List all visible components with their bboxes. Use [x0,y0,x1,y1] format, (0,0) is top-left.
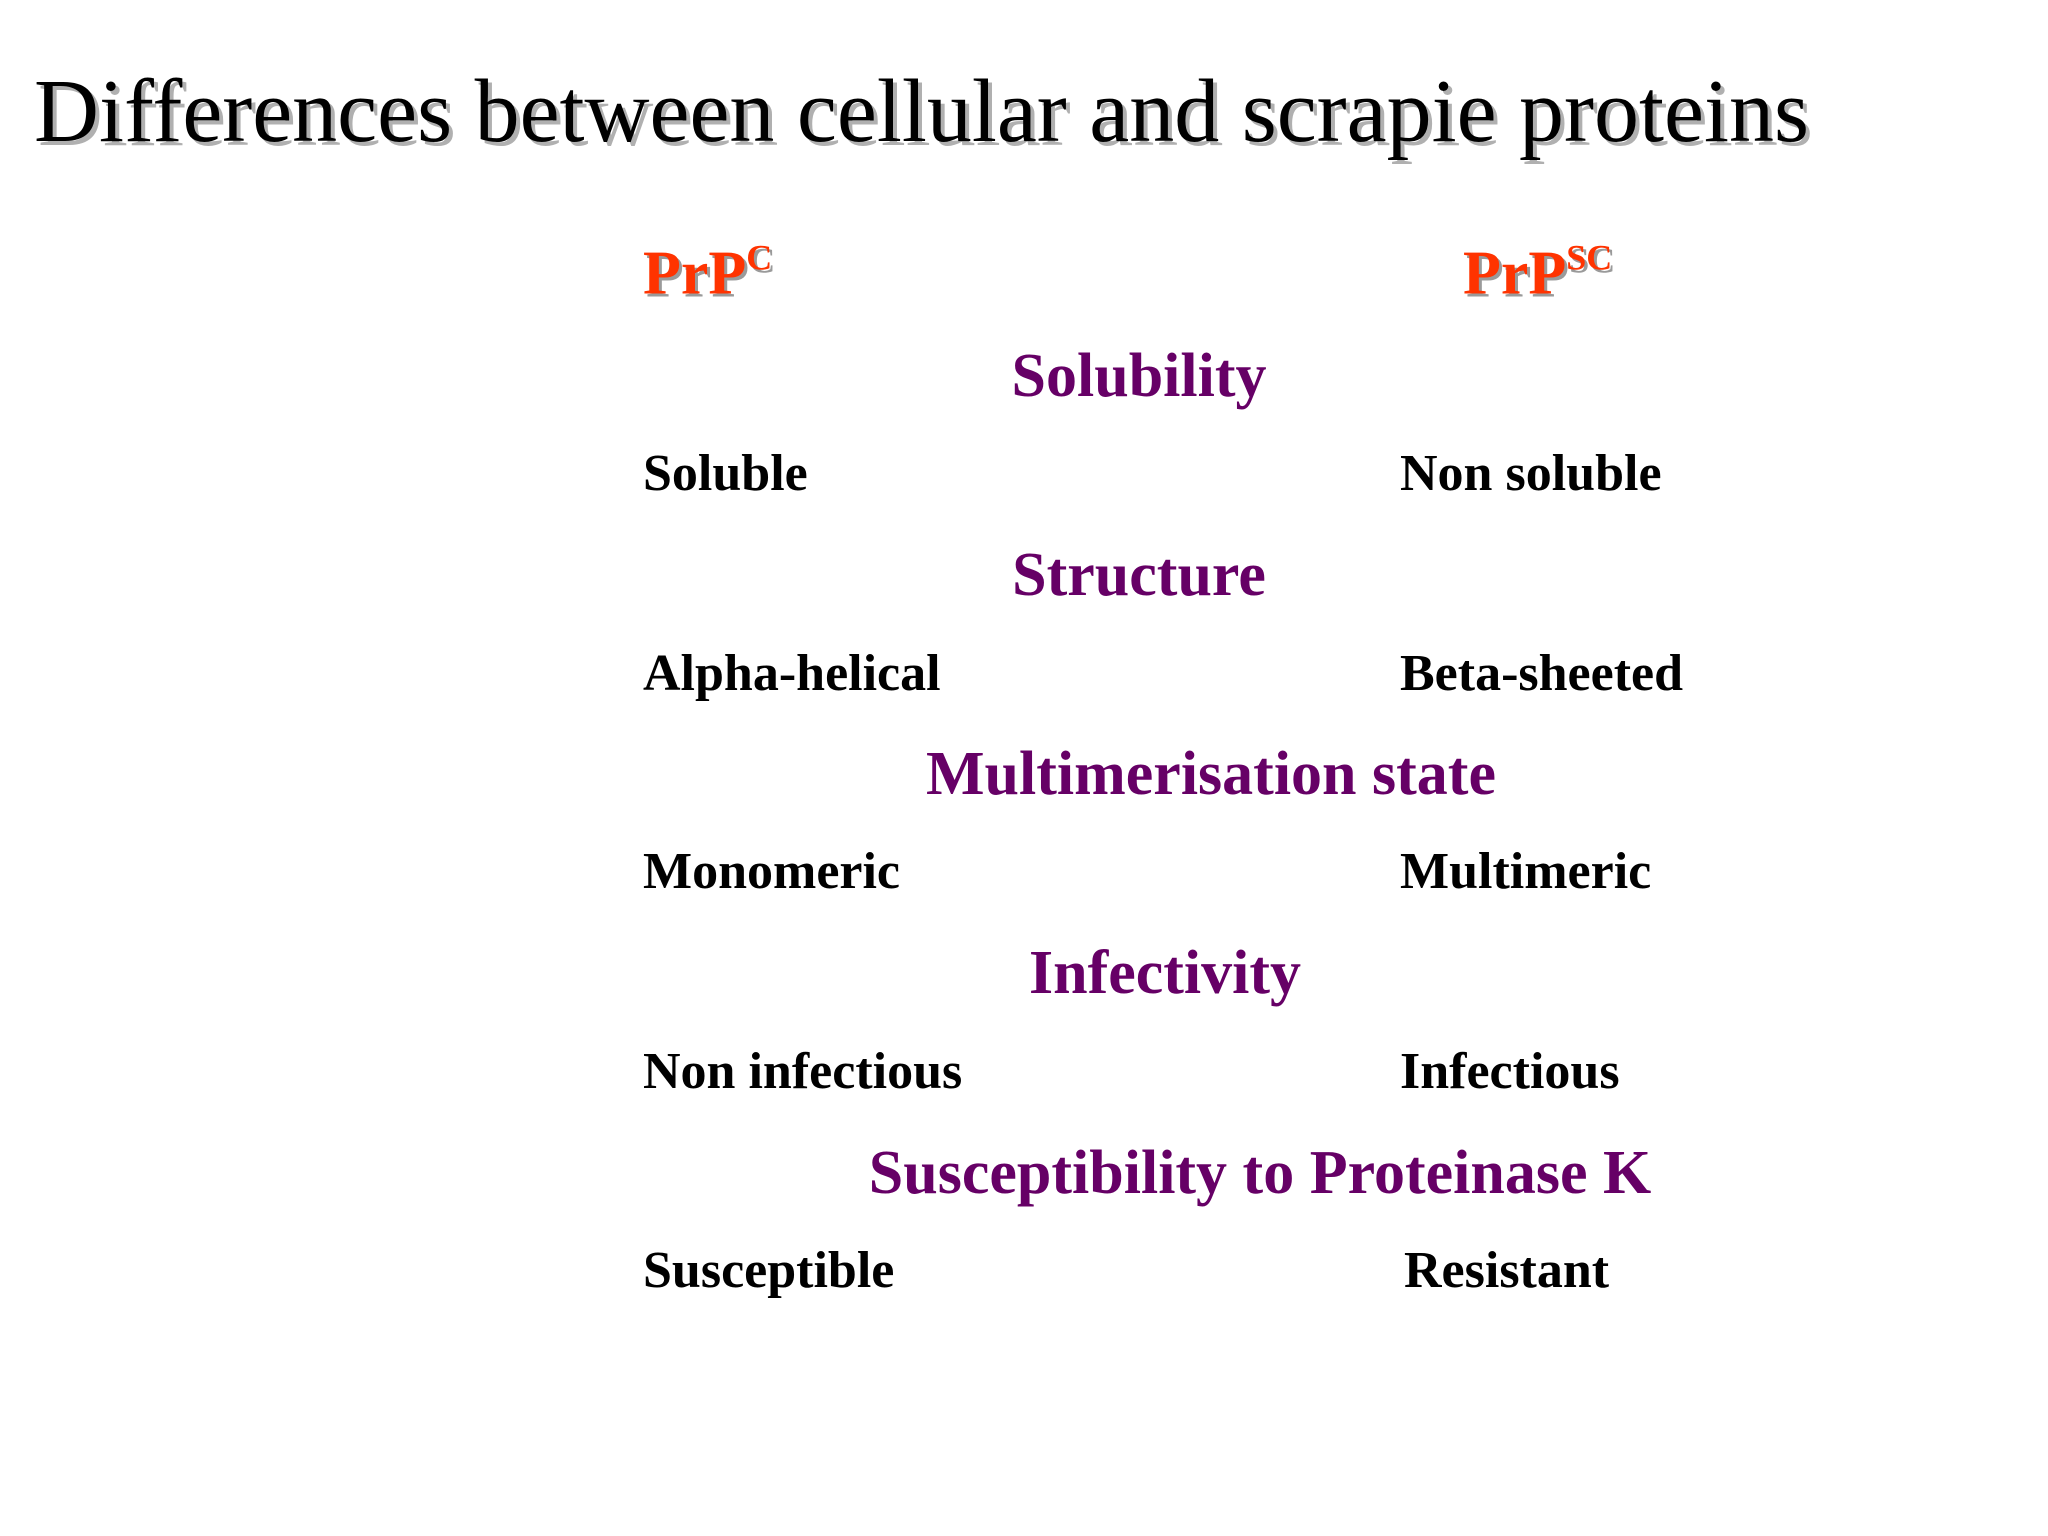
column-header-sup: C [746,237,773,278]
column-header-base: PrP [1463,239,1567,308]
left-value: Soluble [643,445,808,502]
section-heading: Susceptibility to Proteinase K [868,1139,1652,1207]
section-heading: Multimerisation state [926,740,1496,808]
right-value: Resistant [1404,1242,1610,1299]
column-header-base: PrP [643,239,747,308]
left-value: Susceptible [643,1242,895,1299]
column-header: PrPC [643,240,772,305]
section-heading: Solubility [1011,342,1267,410]
section-heading: Structure [1012,541,1266,609]
right-value: Beta-sheeted [1400,645,1684,702]
left-value: Non infectious [643,1043,963,1100]
section-heading: Infectivity [1028,939,1302,1007]
right-value: Infectious [1400,1043,1620,1100]
slide-title: Differences between cellular and scrapie… [34,62,1809,161]
column-header: PrPSC [1463,240,1612,305]
right-value: Multimeric [1400,843,1652,900]
right-value: Non soluble [1400,445,1662,502]
left-value: Alpha-helical [643,645,941,702]
column-header-sup: SC [1566,237,1613,278]
left-value: Monomeric [643,843,901,900]
